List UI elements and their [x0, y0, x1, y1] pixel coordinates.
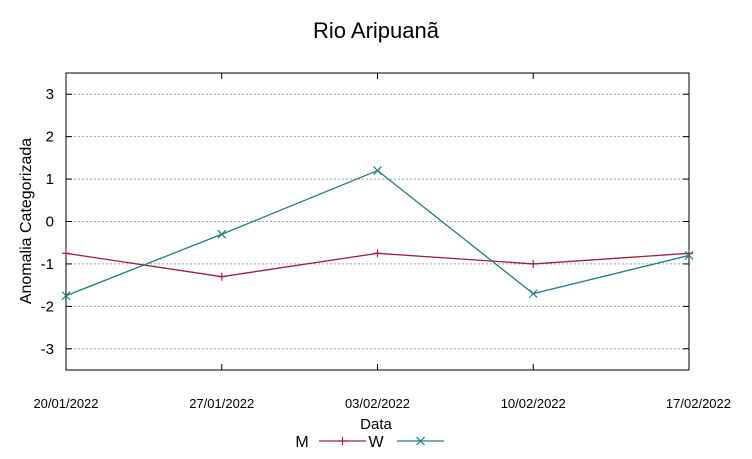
data-point-marker	[528, 289, 538, 299]
x-tick-label: 27/01/2022	[189, 396, 254, 411]
y-tick-label: -2	[41, 298, 54, 315]
x-tick-label: 20/01/2022	[33, 396, 98, 411]
y-tick-label: -3	[41, 341, 54, 358]
y-tick-label: 3	[46, 86, 54, 103]
data-point-marker	[373, 166, 382, 176]
legend-label-w: W	[368, 434, 384, 451]
y-tick-label: 0	[46, 214, 54, 231]
data-point-marker	[684, 251, 694, 260]
series-line-w	[65, 169, 690, 297]
data-point-marker	[217, 229, 227, 239]
chart-title: Rio Aripuanã	[313, 18, 440, 43]
x-axis-label: Data	[360, 416, 392, 433]
x-axis: 20/01/2022 27/01/2022 03/02/2022 10/02/2022…	[33, 73, 731, 411]
legend-label-m: M	[295, 434, 308, 451]
grid-lines	[66, 93, 689, 350]
y-tick-label: 1	[46, 171, 54, 188]
series-group	[61, 166, 694, 301]
data-point-marker	[61, 291, 71, 301]
y-tick-label: -1	[41, 256, 54, 273]
x-tick-label: 10/02/2022	[501, 396, 566, 411]
y-axis: 3 2 1 0 -1 -2 -3	[41, 86, 689, 358]
x-tick-label: 03/02/2022	[345, 396, 410, 411]
x-tick-label: 17/02/2022	[666, 396, 731, 411]
y-axis-label: Anomalia Categorizada	[18, 138, 35, 304]
data-point-marker	[416, 436, 425, 446]
y-tick-label: 2	[46, 129, 54, 146]
